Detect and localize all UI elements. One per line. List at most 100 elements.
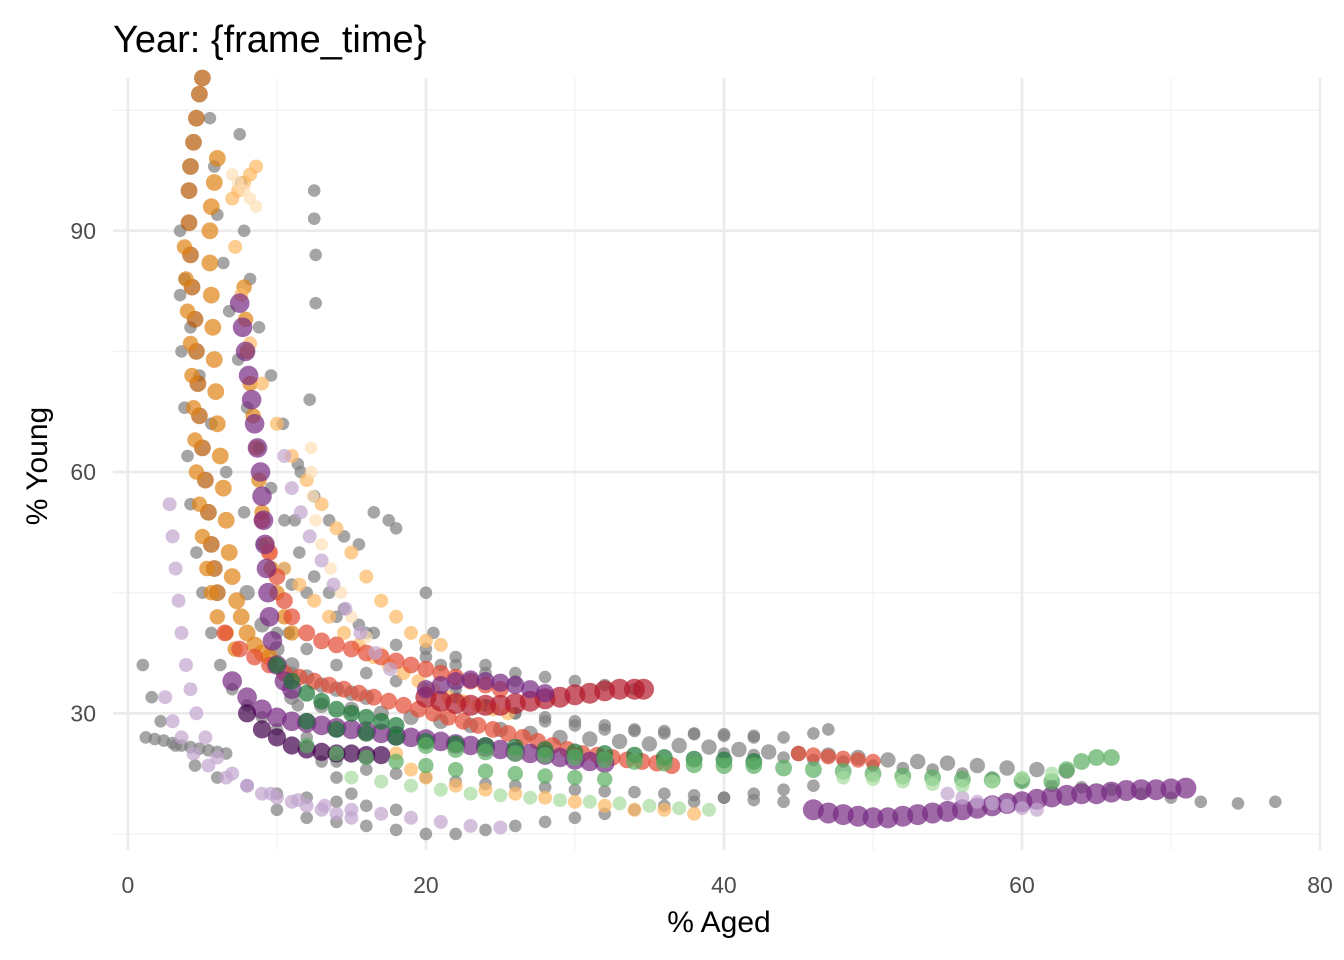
data-point bbox=[211, 447, 229, 465]
data-point bbox=[182, 158, 199, 175]
data-point bbox=[344, 770, 359, 785]
data-point bbox=[925, 777, 940, 792]
data-point bbox=[330, 771, 343, 784]
data-point bbox=[282, 736, 301, 755]
data-point bbox=[1115, 780, 1137, 801]
data-point bbox=[174, 625, 189, 640]
data-point bbox=[476, 672, 495, 691]
data-point bbox=[204, 318, 222, 336]
data-point bbox=[389, 823, 403, 837]
data-point bbox=[188, 464, 205, 480]
data-point bbox=[365, 688, 383, 706]
data-point bbox=[478, 782, 493, 797]
data-point bbox=[672, 801, 687, 816]
data-point bbox=[628, 785, 641, 799]
data-point bbox=[207, 383, 225, 400]
data-point bbox=[597, 771, 613, 787]
data-point bbox=[1231, 797, 1245, 810]
data-point bbox=[209, 609, 225, 625]
data-point bbox=[402, 656, 420, 674]
data-point bbox=[463, 818, 478, 833]
data-point bbox=[176, 239, 193, 255]
data-point bbox=[655, 754, 673, 772]
data-point bbox=[404, 762, 418, 777]
data-point bbox=[1130, 779, 1152, 801]
data-point bbox=[329, 521, 344, 536]
data-point bbox=[940, 786, 955, 801]
data-point bbox=[596, 751, 614, 769]
data-point bbox=[499, 725, 517, 742]
data-point bbox=[568, 811, 582, 825]
data-point bbox=[162, 497, 177, 512]
data-point bbox=[267, 728, 286, 747]
data-point bbox=[493, 788, 508, 803]
data-point bbox=[747, 793, 761, 807]
data-point bbox=[1000, 798, 1015, 813]
data-point bbox=[171, 593, 186, 608]
data-point bbox=[568, 783, 582, 796]
data-point bbox=[345, 787, 358, 800]
data-point bbox=[490, 739, 511, 760]
data-point bbox=[240, 778, 255, 793]
data-point bbox=[307, 212, 321, 225]
data-point bbox=[201, 758, 216, 773]
data-point bbox=[210, 750, 225, 765]
data-point bbox=[282, 711, 302, 732]
data-point bbox=[538, 670, 552, 684]
x-tick-label: 20 bbox=[413, 872, 439, 898]
x-tick-label: 60 bbox=[1009, 872, 1035, 898]
data-point bbox=[330, 795, 343, 809]
data-point bbox=[418, 633, 433, 648]
data-point bbox=[229, 293, 250, 314]
data-point bbox=[671, 737, 687, 754]
data-point bbox=[777, 795, 790, 809]
data-point bbox=[701, 739, 717, 755]
data-point bbox=[253, 510, 274, 531]
data-point bbox=[284, 625, 300, 641]
data-point bbox=[216, 624, 234, 642]
data-point bbox=[179, 303, 196, 319]
data-point bbox=[717, 729, 731, 743]
data-point bbox=[597, 798, 612, 813]
data-point bbox=[256, 558, 277, 579]
data-point bbox=[658, 787, 671, 800]
data-point bbox=[835, 750, 851, 766]
data-point bbox=[304, 465, 318, 479]
data-point bbox=[313, 692, 330, 710]
data-point bbox=[1058, 761, 1076, 778]
data-point bbox=[314, 497, 329, 512]
data-point bbox=[136, 658, 150, 672]
data-point bbox=[1269, 795, 1282, 809]
data-point bbox=[469, 717, 487, 734]
data-point bbox=[198, 730, 213, 745]
data-point bbox=[387, 717, 405, 734]
data-point bbox=[807, 779, 820, 792]
data-point bbox=[241, 389, 262, 410]
data-point bbox=[475, 694, 496, 716]
data-point bbox=[1088, 749, 1105, 766]
data-point bbox=[360, 819, 373, 833]
data-point bbox=[165, 529, 180, 544]
data-point bbox=[628, 724, 641, 738]
data-point bbox=[985, 796, 1000, 811]
data-point bbox=[715, 757, 733, 774]
data-point bbox=[268, 656, 286, 674]
data-point bbox=[567, 794, 582, 809]
data-point bbox=[627, 802, 642, 817]
data-point bbox=[389, 638, 403, 652]
data-point bbox=[309, 296, 323, 310]
data-point bbox=[187, 432, 203, 448]
data-point bbox=[463, 786, 478, 801]
data-point bbox=[208, 150, 226, 167]
data-point bbox=[491, 673, 510, 692]
data-point bbox=[477, 763, 494, 779]
data-point bbox=[374, 774, 389, 789]
data-point bbox=[777, 783, 790, 796]
data-point bbox=[568, 674, 582, 688]
data-point bbox=[262, 631, 283, 651]
data-point bbox=[448, 761, 464, 778]
data-point bbox=[194, 69, 211, 87]
data-point bbox=[368, 646, 383, 660]
data-point bbox=[538, 790, 553, 805]
data-point bbox=[484, 721, 502, 738]
